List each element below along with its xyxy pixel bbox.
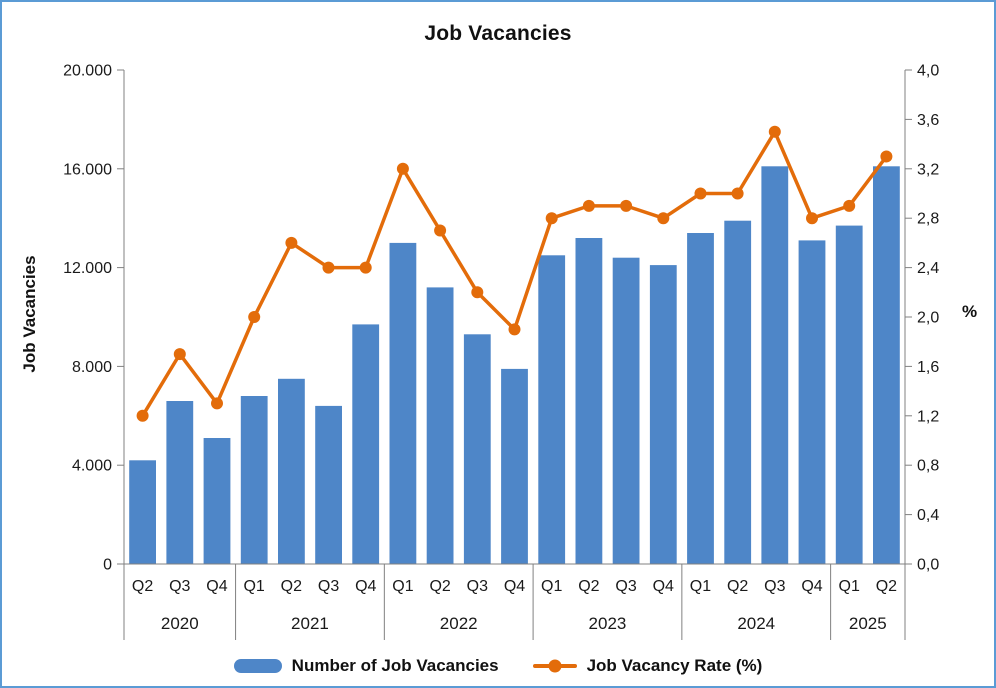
bar <box>278 378 305 565</box>
right-tick-label: 0,0 <box>917 557 939 574</box>
left-tick-label: 0 <box>103 557 112 574</box>
line-marker <box>211 397 223 410</box>
bar <box>612 257 640 564</box>
line-marker <box>657 212 670 225</box>
quarter-label: Q3 <box>169 578 190 595</box>
bar <box>575 238 603 564</box>
line-marker <box>248 311 261 323</box>
year-label: 2025 <box>849 614 887 633</box>
line-marker <box>322 261 335 274</box>
quarter-label: Q3 <box>467 578 488 595</box>
line-marker <box>434 224 447 237</box>
legend-item-bars: Number of Job Vacancies <box>233 656 499 676</box>
quarter-label: Q1 <box>839 578 860 595</box>
bar <box>761 166 789 565</box>
right-tick-label: 1,2 <box>917 408 939 425</box>
quarter-label: Q2 <box>429 578 450 595</box>
legend-label-bars: Number of Job Vacancies <box>291 656 499 675</box>
quarter-label: Q1 <box>243 578 264 595</box>
line-swatch-dot-icon <box>548 659 562 673</box>
line-marker <box>508 323 521 336</box>
right-tick-label: 3,6 <box>917 112 939 129</box>
quarter-label: Q3 <box>318 578 339 595</box>
line-marker <box>471 286 484 299</box>
legend-label-line: Job Vacancy Rate (%) <box>586 656 763 675</box>
line-marker <box>731 187 744 200</box>
left-tick-label: 12.000 <box>63 260 112 277</box>
bar <box>315 405 342 564</box>
bar <box>538 255 566 565</box>
quarter-label: Q3 <box>615 578 636 595</box>
line-marker <box>620 199 633 212</box>
line-marker <box>694 187 707 200</box>
bar <box>835 225 863 564</box>
quarter-label: Q1 <box>392 578 413 595</box>
legend: Number of Job Vacancies Job Vacancy Rate… <box>2 656 994 676</box>
legend-item-line: Job Vacancy Rate (%) <box>532 656 763 676</box>
quarter-label: Q2 <box>132 578 153 595</box>
line-marker <box>843 199 856 212</box>
quarter-label: Q4 <box>355 578 376 595</box>
bar <box>873 166 900 565</box>
bar <box>389 242 417 564</box>
year-label: 2024 <box>737 614 775 633</box>
line-marker <box>768 125 781 138</box>
chart-title: Job Vacancies <box>424 22 572 45</box>
left-tick-label: 20.000 <box>63 63 112 80</box>
line-marker <box>359 261 372 274</box>
year-label: 2021 <box>291 614 329 633</box>
bar <box>129 460 156 564</box>
quarter-label: Q2 <box>727 578 748 595</box>
line-swatch-icon <box>532 659 577 673</box>
bar <box>463 334 491 564</box>
bar <box>724 220 752 564</box>
quarter-label: Q4 <box>801 578 822 595</box>
quarter-label: Q3 <box>764 578 785 595</box>
line-marker <box>880 150 893 163</box>
bar <box>352 324 380 564</box>
line-marker <box>136 409 149 422</box>
bar <box>798 240 826 564</box>
line-marker <box>806 212 818 225</box>
right-tick-label: 3,2 <box>917 161 939 178</box>
year-label: 2023 <box>589 614 627 633</box>
quarter-label: Q2 <box>578 578 599 595</box>
bar <box>687 233 714 564</box>
line-marker <box>396 162 409 175</box>
right-tick-label: 2,4 <box>917 260 939 277</box>
right-tick-label: 2,0 <box>917 310 939 327</box>
quarter-label: Q4 <box>504 578 525 595</box>
quarter-label: Q1 <box>690 578 711 595</box>
left-tick-label: 4.000 <box>72 458 112 475</box>
right-axis-title: % <box>962 302 978 321</box>
right-tick-label: 2,8 <box>917 211 939 228</box>
right-tick-label: 0,4 <box>917 507 939 524</box>
right-tick-label: 1,6 <box>917 359 939 376</box>
year-label: 2020 <box>161 614 199 633</box>
bar-swatch-icon <box>233 659 282 673</box>
left-tick-label: 8.000 <box>72 359 112 376</box>
bar <box>203 438 231 564</box>
bar <box>501 368 528 564</box>
right-tick-label: 0,8 <box>917 458 939 475</box>
bar <box>426 287 454 564</box>
bar <box>166 401 194 564</box>
quarter-label: Q1 <box>541 578 562 595</box>
bar <box>240 396 268 564</box>
left-tick-label: 16.000 <box>63 161 112 178</box>
bar <box>649 265 677 564</box>
quarter-label: Q4 <box>206 578 227 595</box>
right-tick-label: 4,0 <box>917 63 939 80</box>
line-marker <box>545 212 558 225</box>
line-marker <box>173 348 186 361</box>
line-marker <box>582 199 595 212</box>
quarter-label: Q2 <box>876 578 897 595</box>
year-label: 2022 <box>440 614 478 633</box>
quarter-label: Q2 <box>281 578 302 595</box>
quarter-label: Q4 <box>653 578 674 595</box>
line-marker <box>285 236 298 249</box>
